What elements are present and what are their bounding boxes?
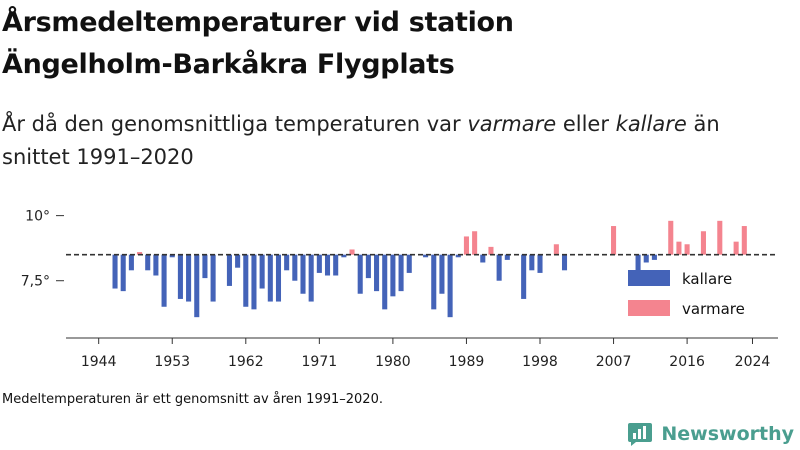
bar-1955 <box>186 254 192 302</box>
bar-1976 <box>357 254 363 294</box>
bar-2015 <box>676 241 682 255</box>
bar-2022 <box>733 241 739 255</box>
bar-1952 <box>161 254 167 307</box>
brand-logo: Newsworthy <box>627 420 794 448</box>
footnote: Medeltemperaturen är ett genomsnitt av å… <box>2 392 383 407</box>
bar-1990 <box>472 231 478 255</box>
x-tick-label: 1953 <box>154 354 190 370</box>
bar-2018 <box>700 231 706 255</box>
bar-1972 <box>324 254 331 276</box>
y-tick-label: 7,5° <box>21 274 50 290</box>
bar-1948 <box>128 254 134 271</box>
bar-1963 <box>251 254 257 310</box>
subtitle-part-2: eller <box>556 112 616 136</box>
bar-1949 <box>137 252 143 255</box>
bar-1994 <box>504 254 510 260</box>
brand-name: Newsworthy <box>661 423 794 445</box>
bar-1946 <box>112 254 118 289</box>
x-tick-label: 1998 <box>522 354 558 370</box>
bar-2000 <box>553 244 559 255</box>
bar-1966 <box>275 254 282 302</box>
bar-1977 <box>365 254 371 279</box>
bar-1985 <box>431 254 437 310</box>
bar-2001 <box>561 254 568 271</box>
bar-1951 <box>153 254 159 276</box>
bar-1984 <box>423 254 429 258</box>
bar-2016 <box>684 244 690 255</box>
x-tick-label: 1962 <box>228 354 264 370</box>
bar-1947 <box>120 254 126 292</box>
x-tick-label: 2016 <box>669 354 705 370</box>
bar-2012 <box>651 254 657 260</box>
bar-1957 <box>202 254 208 279</box>
x-tick-label: 1989 <box>449 354 485 370</box>
bar-1960 <box>226 254 232 286</box>
bar-1962 <box>243 254 249 307</box>
bar-1989 <box>463 236 469 255</box>
x-tick-label: 2007 <box>596 354 632 370</box>
bar-1971 <box>316 254 322 273</box>
bar-1975 <box>349 249 355 255</box>
bar-1973 <box>333 254 339 276</box>
subtitle-warmer: varmare <box>467 112 557 136</box>
bar-1986 <box>439 254 445 294</box>
subtitle-part-3: än snittet 1991–2020 <box>2 112 720 169</box>
x-tick-label: 1944 <box>81 354 117 370</box>
chart-subtitle: År då den genomsnittliga temperaturen va… <box>2 108 782 174</box>
bar-1978 <box>374 254 380 292</box>
bar-1965 <box>267 254 273 302</box>
x-tick-label: 1971 <box>302 354 338 370</box>
bar-2007 <box>611 226 617 255</box>
bar-1992 <box>488 246 494 255</box>
bar-1961 <box>235 254 241 268</box>
bar-1991 <box>480 254 486 263</box>
bar-2010 <box>635 254 641 271</box>
bar-1996 <box>521 254 527 299</box>
newsworthy-logo-icon <box>628 423 653 446</box>
bar-1987 <box>447 254 453 318</box>
legend-label-varmare: varmare <box>682 300 745 318</box>
bar-1974 <box>341 254 347 258</box>
legend-swatch-varmare <box>628 300 670 316</box>
title-line-1: Årsmedeltemperaturer vid station <box>2 7 514 38</box>
bar-1997 <box>529 254 535 271</box>
bar-1981 <box>398 254 404 292</box>
bar-1968 <box>292 254 298 281</box>
bar-1967 <box>284 254 290 271</box>
bar-2023 <box>741 226 747 255</box>
bar-1988 <box>455 254 461 258</box>
bar-1970 <box>308 254 314 302</box>
bar-1969 <box>300 254 306 294</box>
legend-label-kallare: kallare <box>682 270 732 288</box>
bar-1979 <box>382 254 388 310</box>
bar-2020 <box>717 220 723 255</box>
bar-1954 <box>177 254 183 299</box>
bar-1950 <box>145 254 151 271</box>
bar-1993 <box>496 254 502 281</box>
bar-1998 <box>537 254 543 273</box>
title-line-2: Ängelholm-Barkåkra Flygplats <box>2 49 455 80</box>
y-tick-label: 10° <box>25 209 50 225</box>
bar-1958 <box>210 254 216 302</box>
legend-swatch-kallare <box>628 270 670 286</box>
bar-1982 <box>406 254 412 273</box>
x-tick-label: 2024 <box>735 354 771 370</box>
x-tick-label: 1980 <box>375 354 411 370</box>
subtitle-part-1: År då den genomsnittliga temperaturen va… <box>2 112 468 136</box>
bar-1956 <box>194 254 200 318</box>
bar-1964 <box>259 254 265 289</box>
bar-1953 <box>169 254 175 258</box>
temperature-chart: 10° 7,5° 1944 1953 1962 1971 1980 1989 1998 2007 2… <box>21 209 778 370</box>
bar-2011 <box>643 254 649 263</box>
chart-title: Årsmedeltemperaturer vid station Ängelho… <box>2 2 782 86</box>
subtitle-colder: kallare <box>615 112 687 136</box>
bar-1980 <box>390 254 396 297</box>
bar-2014 <box>668 220 674 255</box>
